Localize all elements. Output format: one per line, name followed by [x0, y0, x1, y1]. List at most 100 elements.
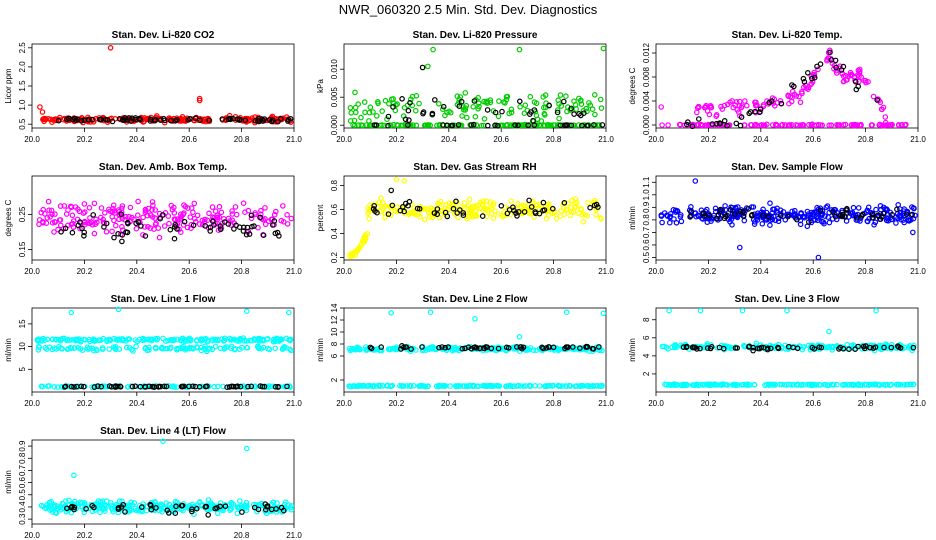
data-point	[752, 219, 758, 225]
data-point	[118, 205, 125, 212]
data-point	[358, 114, 364, 121]
data-point	[71, 506, 77, 513]
data-point	[724, 123, 730, 129]
data-point	[450, 205, 457, 212]
data-point	[272, 117, 279, 124]
data-point	[431, 212, 438, 219]
data-point	[689, 123, 696, 130]
x-tick-label: 20.6	[493, 135, 509, 144]
data-point	[178, 211, 184, 218]
y-tick-label: 0.8	[330, 179, 339, 191]
data-point	[563, 93, 569, 100]
data-point	[438, 211, 444, 218]
y-tick-label: 1.1	[642, 176, 651, 188]
data-point	[470, 121, 477, 128]
data-point	[206, 210, 212, 217]
data-point	[398, 346, 404, 352]
x-tick-label: 20.8	[546, 135, 562, 144]
data-point	[503, 344, 510, 351]
data-point	[210, 218, 216, 225]
data-point	[558, 208, 564, 214]
data-point	[583, 344, 589, 350]
data-point	[173, 503, 179, 510]
data-point	[832, 213, 839, 220]
data-point	[160, 438, 166, 445]
data-point	[478, 122, 485, 129]
data-point	[513, 210, 519, 216]
data-point	[435, 101, 442, 107]
data-point	[790, 83, 797, 90]
data-point	[579, 122, 585, 129]
data-point	[528, 109, 534, 115]
data-point	[374, 99, 381, 105]
data-point	[416, 100, 422, 107]
data-point	[412, 107, 419, 114]
data-point	[116, 211, 122, 218]
data-point	[248, 215, 255, 222]
data-point	[752, 102, 759, 109]
y-tick-label: 10	[330, 327, 339, 336]
data-point	[202, 223, 209, 229]
data-point	[439, 383, 446, 389]
data-point	[506, 110, 513, 117]
y-tick-label: 0.6	[18, 476, 27, 488]
y-tick-label: 0.000	[642, 114, 651, 135]
data-point	[809, 75, 815, 82]
data-point	[388, 309, 395, 316]
data-point	[94, 347, 100, 354]
data-point	[805, 213, 812, 219]
data-point	[219, 116, 226, 122]
data-point	[445, 344, 452, 350]
data-point	[472, 315, 478, 322]
data-point	[852, 346, 858, 353]
data-point	[61, 203, 68, 209]
chart-title: Stan. Dev. Line 4 (LT) Flow	[100, 426, 226, 437]
data-points	[659, 307, 917, 389]
data-point	[515, 382, 522, 389]
data-point	[197, 499, 203, 505]
data-point	[665, 122, 671, 128]
data-point	[240, 335, 247, 341]
data-point	[361, 99, 368, 105]
data-point	[572, 101, 579, 108]
x-tick-label: 20.0	[24, 135, 40, 144]
data-point	[209, 204, 216, 210]
data-point	[747, 109, 754, 115]
data-point	[805, 219, 812, 225]
data-point	[269, 222, 276, 228]
data-point	[138, 223, 144, 229]
data-point	[522, 102, 529, 109]
data-point	[190, 209, 196, 216]
data-point	[108, 502, 115, 509]
data-point	[702, 381, 708, 388]
data-point	[855, 343, 861, 350]
data-point	[196, 95, 203, 102]
data-point	[66, 497, 72, 504]
data-point	[508, 198, 515, 204]
data-point	[541, 112, 548, 118]
data-point	[796, 93, 802, 100]
data-point	[440, 122, 446, 128]
data-point	[68, 383, 75, 390]
y-axis-label: percent	[316, 204, 325, 231]
data-point	[777, 212, 784, 219]
data-point	[909, 229, 916, 236]
data-point	[473, 122, 480, 128]
data-point	[516, 46, 523, 53]
data-point	[42, 115, 48, 122]
data-point	[794, 122, 801, 129]
data-point	[456, 345, 463, 352]
data-point	[442, 344, 448, 351]
data-point	[708, 343, 715, 350]
data-point	[767, 200, 773, 207]
data-point	[893, 220, 899, 226]
data-point	[442, 209, 449, 216]
y-axis-label: degrees C	[628, 67, 637, 104]
data-point	[390, 121, 397, 128]
data-point	[115, 306, 122, 313]
data-point	[495, 113, 502, 120]
data-point	[658, 212, 665, 218]
data-point	[901, 382, 908, 388]
data-point	[153, 345, 159, 352]
data-point	[408, 346, 414, 352]
